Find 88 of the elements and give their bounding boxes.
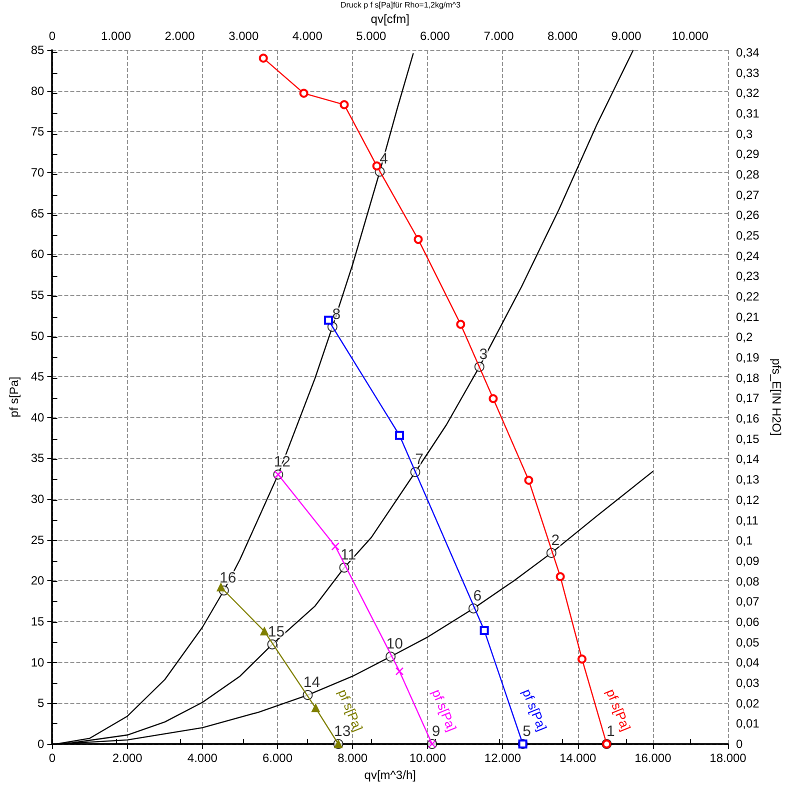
annotation: 7 [415, 451, 424, 468]
x-tick-label: 14.000 [559, 751, 597, 765]
y-tick-label: 85 [30, 43, 45, 57]
x2-tick-label: 9.000 [611, 29, 642, 43]
y2-tick-label: 0,08 [736, 574, 760, 588]
x-tick-label: 0 [48, 751, 56, 765]
annotation: 2 [551, 532, 560, 549]
y2-tick-label: 0,03 [736, 676, 760, 690]
y-tick-label: 10 [30, 655, 45, 670]
x-tick-label: 2.000 [112, 751, 143, 765]
y2-tick-label: 0,1 [736, 534, 754, 548]
x2-tick-label: 1.000 [101, 29, 132, 43]
annotation: 6 [473, 587, 482, 604]
y2-tick-label: 0,14 [736, 452, 760, 466]
y2-tick-label: 0,26 [736, 208, 760, 222]
y2-tick-label: 0,33 [736, 66, 760, 80]
y2-tick-label: 0,31 [736, 106, 760, 120]
x2-tick-label: 7.000 [484, 29, 514, 43]
x2-tick-label: 8.000 [548, 29, 578, 43]
y-tick-label: 80 [30, 84, 45, 98]
y2-tick-label: 0,06 [736, 614, 760, 629]
y-tick-label: 5 [38, 696, 45, 710]
y2-tick-label: 0,29 [736, 147, 760, 162]
annotation: 5 [522, 723, 531, 740]
y2-tick-label: 0,15 [736, 432, 760, 446]
y2-tick-label: 0,32 [736, 86, 760, 100]
y-tick-label: 30 [30, 492, 45, 506]
x-tick-label: 12.000 [484, 751, 522, 765]
y-tick-label: 15 [30, 614, 45, 629]
annotation: 11 [340, 546, 356, 564]
y-tick-label: 20 [30, 574, 45, 588]
y2-tick-label: 0 [736, 737, 743, 751]
y-tick-label: 60 [30, 247, 45, 262]
y2-tick-label: 0,3 [736, 126, 754, 141]
y2-tick-label: 0,21 [736, 310, 760, 324]
x2-tick-label: 3.000 [228, 29, 259, 43]
y-tick-label: 40 [30, 410, 45, 424]
y2-tick-label: 0,07 [736, 594, 760, 609]
x-tick-label: 6.000 [262, 751, 293, 765]
y2-tick-label: 0,01 [736, 716, 760, 731]
x2-tick-label: 4.000 [292, 29, 323, 43]
y2-tick-label: 0,02 [736, 696, 760, 710]
y-tick-label: 25 [30, 532, 45, 547]
x2-tick-label: 0 [48, 29, 56, 43]
annotation: 10 [386, 636, 403, 653]
x2-tick-label: 6.000 [420, 29, 450, 43]
y2-tick-label: 0,17 [736, 391, 760, 406]
x-tick-label: 18.000 [710, 751, 747, 765]
y2-axis-title: pfs_E[IN H2O] [769, 358, 784, 436]
y2-tick-label: 0,16 [736, 412, 760, 426]
y-tick-label: 75 [30, 124, 45, 139]
x2-tick-label: 2.000 [164, 29, 196, 43]
y2-tick-label: 0,19 [736, 350, 760, 365]
y2-tick-label: 0,27 [736, 188, 760, 202]
y-tick-label: 55 [30, 288, 45, 302]
y-tick-label: 35 [30, 451, 45, 466]
y2-tick-label: 0,04 [736, 656, 760, 670]
y2-tick-label: 0,18 [736, 370, 760, 385]
y-tick-label: 65 [30, 206, 45, 220]
y-tick-label: 70 [30, 165, 45, 180]
y-tick-label: 45 [30, 370, 45, 384]
x-tick-label: 4.000 [187, 751, 218, 765]
x-tick-label: 8.000 [338, 751, 368, 765]
x-tick-label: 16.000 [634, 751, 672, 765]
y2-tick-label: 0,34 [736, 45, 760, 60]
y-tick-label: 50 [30, 328, 45, 343]
x-tick-label: 10.000 [409, 751, 446, 765]
y2-tick-label: 0,12 [736, 492, 760, 507]
y2-tick-label: 0,09 [736, 554, 760, 568]
x2-tick-label: 10.000 [672, 29, 709, 43]
y2-tick-label: 0,2 [736, 330, 754, 344]
y2-tick-label: 0,13 [736, 472, 760, 487]
y2-tick-label: 0,05 [736, 635, 760, 650]
y2-tick-label: 0,25 [736, 228, 760, 242]
y2-tick-label: 0,22 [736, 290, 760, 304]
annotation: 14 [303, 674, 320, 692]
annotation: 15 [268, 623, 285, 640]
annotation: 9 [432, 723, 440, 740]
y-tick-label: 0 [38, 737, 45, 751]
y2-tick-label: 0,23 [736, 269, 760, 284]
y2-tick-label: 0,28 [736, 167, 760, 182]
y2-tick-label: 0,11 [736, 513, 759, 528]
x-axis-title: qv[m^3/h] [364, 768, 416, 782]
x2-axis-title: qv[cfm] [370, 12, 410, 26]
y-axis-title: pf s[Pa] [7, 376, 21, 418]
x2-tick-label: 5.000 [356, 29, 387, 43]
chart-title: Druck p f s[Pa]für Rho=1,2kg/m^3 [340, 0, 462, 10]
y2-tick-label: 0,24 [736, 248, 760, 263]
